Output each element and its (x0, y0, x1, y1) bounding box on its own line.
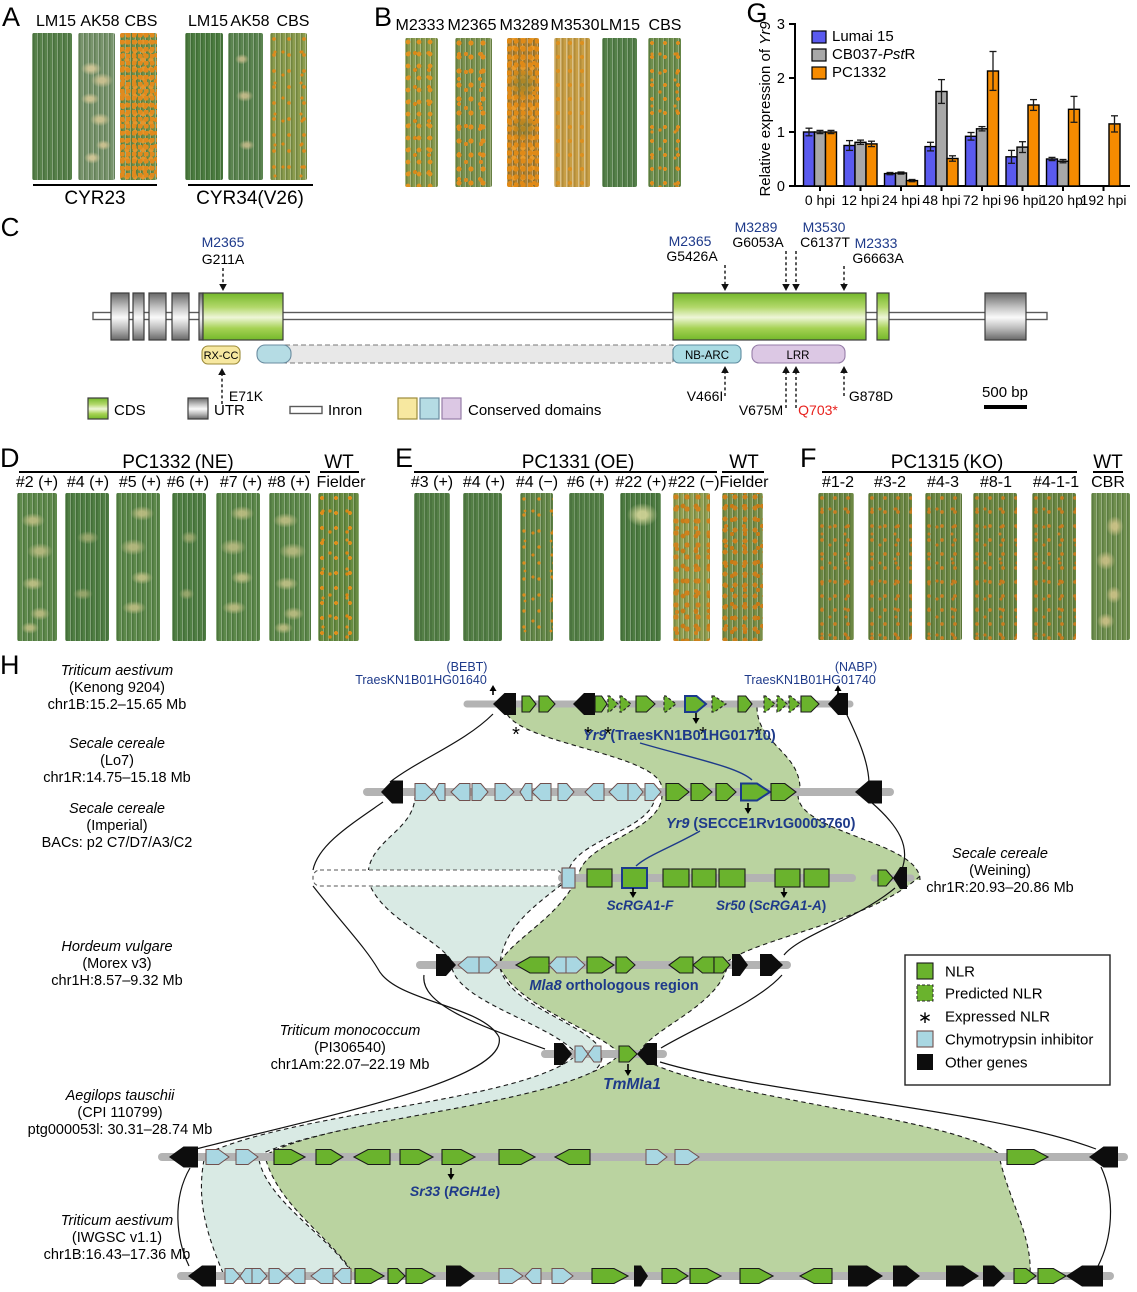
svg-text:UTR: UTR (214, 402, 245, 419)
svg-text:Triticum aestivum: Triticum aestivum (61, 663, 174, 679)
svg-text:96 hpi: 96 hpi (1003, 192, 1041, 208)
svg-text:E71K: E71K (229, 388, 264, 404)
svg-text:G5426A: G5426A (666, 248, 718, 264)
svg-text:Mla8 orthologous region: Mla8 orthologous region (529, 978, 698, 994)
svg-text:V466I: V466I (687, 388, 724, 404)
svg-text:Lumai 15: Lumai 15 (832, 28, 894, 45)
svg-text:1: 1 (777, 125, 785, 141)
svg-text:LRR: LRR (786, 350, 809, 362)
svg-text:72 hpi: 72 hpi (963, 192, 1001, 208)
svg-text:M2333: M2333 (855, 235, 898, 251)
svg-text:CB037-PstR: CB037-PstR (832, 46, 916, 63)
svg-text:Conserved domains: Conserved domains (468, 402, 601, 419)
svg-text:V675M: V675M (739, 402, 783, 418)
svg-text:*: * (699, 724, 707, 746)
svg-text:0: 0 (777, 179, 785, 195)
svg-text:RX-CC: RX-CC (204, 350, 239, 362)
svg-text:TmMla1: TmMla1 (603, 1076, 661, 1093)
svg-text:M2365: M2365 (202, 234, 245, 250)
svg-text:ptg000053l: 30.31–28.74 Mb: ptg000053l: 30.31–28.74 Mb (28, 1122, 213, 1138)
svg-text:Relative expression of Yr9: Relative expression of Yr9 (757, 21, 774, 197)
svg-text:Inron: Inron (328, 402, 362, 419)
svg-text:G211A: G211A (202, 251, 245, 267)
svg-text:M3289: M3289 (735, 219, 778, 235)
svg-text:*: * (754, 724, 762, 746)
svg-text:(BEBT): (BEBT) (447, 660, 488, 674)
svg-text:Other genes: Other genes (945, 1055, 1028, 1072)
svg-text:Q703*: Q703* (798, 402, 838, 418)
svg-text:Yr9 (TraesKN1B01HG01710): Yr9 (TraesKN1B01HG01710) (583, 728, 776, 744)
svg-text:(Lo7): (Lo7) (100, 753, 134, 769)
svg-text:Secale cereale: Secale cereale (69, 801, 165, 817)
svg-text:*: * (584, 724, 592, 746)
svg-text:Chymotrypsin inhibitor: Chymotrypsin inhibitor (945, 1032, 1093, 1049)
svg-text:500 bp: 500 bp (982, 384, 1028, 401)
svg-text:∗: ∗ (918, 1008, 932, 1027)
svg-text:TraesKN1B01HG01740: TraesKN1B01HG01740 (744, 673, 876, 687)
svg-text:120 hpi: 120 hpi (1040, 192, 1086, 208)
svg-text:Triticum monococcum: Triticum monococcum (280, 1023, 421, 1039)
svg-text:chr1B:16.43–17.36 Mb: chr1B:16.43–17.36 Mb (44, 1247, 191, 1263)
svg-text:(IWGSC v1.1): (IWGSC v1.1) (72, 1230, 162, 1246)
svg-text:BACs: p2 C7/D7/A3/C2: BACs: p2 C7/D7/A3/C2 (42, 835, 193, 851)
svg-text:12 hpi: 12 hpi (841, 192, 879, 208)
svg-text:PC1332: PC1332 (832, 64, 886, 81)
svg-text:Secale cereale: Secale cereale (69, 736, 165, 752)
svg-text:2: 2 (777, 71, 785, 87)
svg-text:3: 3 (777, 17, 785, 33)
svg-text:C: C (1, 212, 20, 242)
svg-text:G: G (746, 0, 767, 28)
svg-text:(CPI 110799): (CPI 110799) (77, 1105, 162, 1121)
svg-text:24 hpi: 24 hpi (882, 192, 920, 208)
svg-text:TraesKN1B01HG01640: TraesKN1B01HG01640 (355, 673, 487, 687)
svg-text:M2365: M2365 (669, 233, 712, 249)
svg-text:G6663A: G6663A (852, 250, 904, 266)
svg-text:G878D: G878D (849, 388, 893, 404)
svg-text:*: * (512, 724, 520, 746)
svg-text:48 hpi: 48 hpi (922, 192, 960, 208)
svg-text:ScRGA1-F: ScRGA1-F (607, 898, 675, 913)
svg-text:chr1R:14.75–15.18 Mb: chr1R:14.75–15.18 Mb (43, 770, 191, 786)
svg-text:Yr9 (SECCE1Rv1G0003760): Yr9 (SECCE1Rv1G0003760) (666, 816, 856, 832)
svg-text:chr1Am:22.07–22.19 Mb: chr1Am:22.07–22.19 Mb (271, 1057, 430, 1073)
svg-text:(Weining): (Weining) (969, 863, 1031, 879)
svg-text:0 hpi: 0 hpi (805, 192, 835, 208)
svg-text:Secale cereale: Secale cereale (952, 846, 1048, 862)
svg-text:192 hpi: 192 hpi (1081, 192, 1127, 208)
svg-text:C6137T: C6137T (800, 234, 850, 250)
svg-text:(Kenong 9204): (Kenong 9204) (69, 680, 165, 696)
svg-text:Predicted NLR: Predicted NLR (945, 986, 1043, 1003)
svg-text:Triticum aestivum: Triticum aestivum (61, 1213, 174, 1229)
svg-text:(Imperial): (Imperial) (86, 818, 147, 834)
svg-text:Sr50 (ScRGA1-A): Sr50 (ScRGA1-A) (716, 898, 826, 913)
svg-text:chr1R:20.93–20.86 Mb: chr1R:20.93–20.86 Mb (926, 880, 1074, 896)
svg-text:G6053A: G6053A (732, 234, 784, 250)
svg-text:Sr33 (RGH1e): Sr33 (RGH1e) (410, 1183, 500, 1199)
svg-text:Hordeum vulgare: Hordeum vulgare (61, 939, 172, 955)
svg-text:chr1H:8.57–9.32 Mb: chr1H:8.57–9.32 Mb (51, 973, 182, 989)
svg-text:NLR: NLR (945, 964, 975, 981)
svg-text:M3530: M3530 (803, 219, 846, 235)
svg-text:(Morex v3): (Morex v3) (82, 956, 151, 972)
svg-text:(NABP): (NABP) (835, 660, 877, 674)
svg-text:*: * (604, 724, 612, 746)
svg-text:CDS: CDS (114, 402, 146, 419)
svg-text:Aegilops tauschii: Aegilops tauschii (65, 1088, 176, 1104)
svg-text:chr1B:15.2–15.65 Mb: chr1B:15.2–15.65 Mb (48, 697, 187, 713)
svg-text:NB-ARC: NB-ARC (685, 350, 729, 362)
svg-text:Expressed NLR: Expressed NLR (945, 1009, 1050, 1026)
svg-text:(PI306540): (PI306540) (314, 1040, 386, 1056)
